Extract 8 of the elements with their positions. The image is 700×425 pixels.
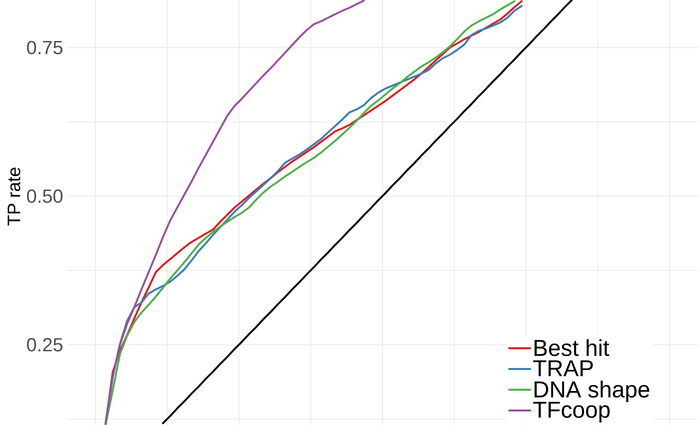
y-tick-label: 0.75 (27, 40, 62, 54)
legend-label: TFcoop (533, 402, 610, 422)
y-axis-title: TP rate (8, 168, 20, 226)
legend-label: DNA shape (534, 380, 650, 402)
y-tick-label: 0.25 (27, 338, 62, 352)
y-tick-label: 0.50 (27, 189, 63, 203)
legend-label: Best hit (534, 339, 610, 356)
legend-label: TRAP (533, 360, 593, 376)
